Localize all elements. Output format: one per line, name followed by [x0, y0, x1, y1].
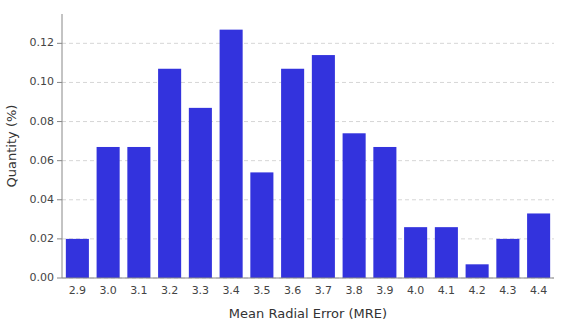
- y-tick-label: 0.12: [30, 36, 55, 49]
- x-tick-label: 3.9: [376, 284, 394, 297]
- bar: [281, 69, 304, 278]
- x-tick-label: 3.7: [315, 284, 333, 297]
- y-tick: [57, 82, 62, 83]
- x-tick-label: 3.5: [253, 284, 271, 297]
- x-tick-label: 3.8: [345, 284, 363, 297]
- x-tick-label: 4.0: [407, 284, 425, 297]
- bar: [466, 264, 489, 278]
- y-tick: [57, 278, 62, 279]
- bar: [66, 239, 89, 278]
- x-tick-label: 2.9: [69, 284, 87, 297]
- x-axis-label: Mean Radial Error (MRE): [229, 306, 387, 321]
- bar: [343, 133, 366, 278]
- grid-line: [62, 43, 554, 44]
- x-tick-label: 3.2: [161, 284, 179, 297]
- x-tick-label: 3.3: [192, 284, 210, 297]
- y-tick: [57, 43, 62, 44]
- grid-line: [62, 121, 554, 122]
- y-axis-line: [62, 14, 63, 278]
- bar: [189, 108, 212, 278]
- bar: [496, 239, 519, 278]
- y-grid: [62, 43, 554, 278]
- y-tick-label: 0.04: [30, 193, 55, 206]
- bar: [97, 147, 120, 278]
- y-tick: [57, 121, 62, 122]
- y-tick-labels: 0.00 0.02 0.04 0.06 0.08 0.10 0.12: [30, 36, 63, 284]
- bars: [66, 30, 550, 278]
- x-tick-label: 4.2: [468, 284, 486, 297]
- chart-svg: 0.00 0.02 0.04 0.06 0.08 0.10 0.12 2.9 3.0 3.1 3.2…: [0, 0, 568, 330]
- bar: [373, 147, 396, 278]
- y-tick-label: 0.02: [30, 232, 55, 245]
- y-axis-label: Quantity (%): [4, 105, 19, 188]
- bar: [158, 69, 181, 278]
- x-tick-label: 3.1: [130, 284, 148, 297]
- bar: [250, 172, 273, 278]
- bar: [220, 30, 243, 278]
- y-tick: [57, 160, 62, 161]
- chart-container: 0.00 0.02 0.04 0.06 0.08 0.10 0.12 2.9 3.0 3.1 3.2…: [0, 0, 568, 330]
- y-tick: [57, 238, 62, 239]
- y-tick: [57, 199, 62, 200]
- bar: [435, 227, 458, 278]
- x-tick-label: 4.3: [499, 284, 517, 297]
- y-tick-label: 0.06: [30, 154, 55, 167]
- x-tick-label: 4.1: [438, 284, 456, 297]
- bar: [404, 227, 427, 278]
- x-axis-line: [62, 278, 554, 279]
- grid-line: [62, 82, 554, 83]
- x-tick-label: 3.6: [284, 284, 302, 297]
- y-tick-label: 0.10: [30, 75, 55, 88]
- x-tick-label: 4.4: [530, 284, 548, 297]
- x-tick-label: 3.4: [222, 284, 240, 297]
- bar: [127, 147, 150, 278]
- bar: [312, 55, 335, 278]
- y-tick-label: 0.00: [30, 271, 55, 284]
- y-tick-label: 0.08: [30, 115, 55, 128]
- grid-line: [62, 278, 554, 279]
- bar: [527, 213, 550, 278]
- x-tick-label: 3.0: [99, 284, 117, 297]
- x-tick-labels: 2.9 3.0 3.1 3.2 3.3 3.4 3.5 3.6 3.7 3.8 3.9 4.0 4.1 4…: [69, 284, 548, 297]
